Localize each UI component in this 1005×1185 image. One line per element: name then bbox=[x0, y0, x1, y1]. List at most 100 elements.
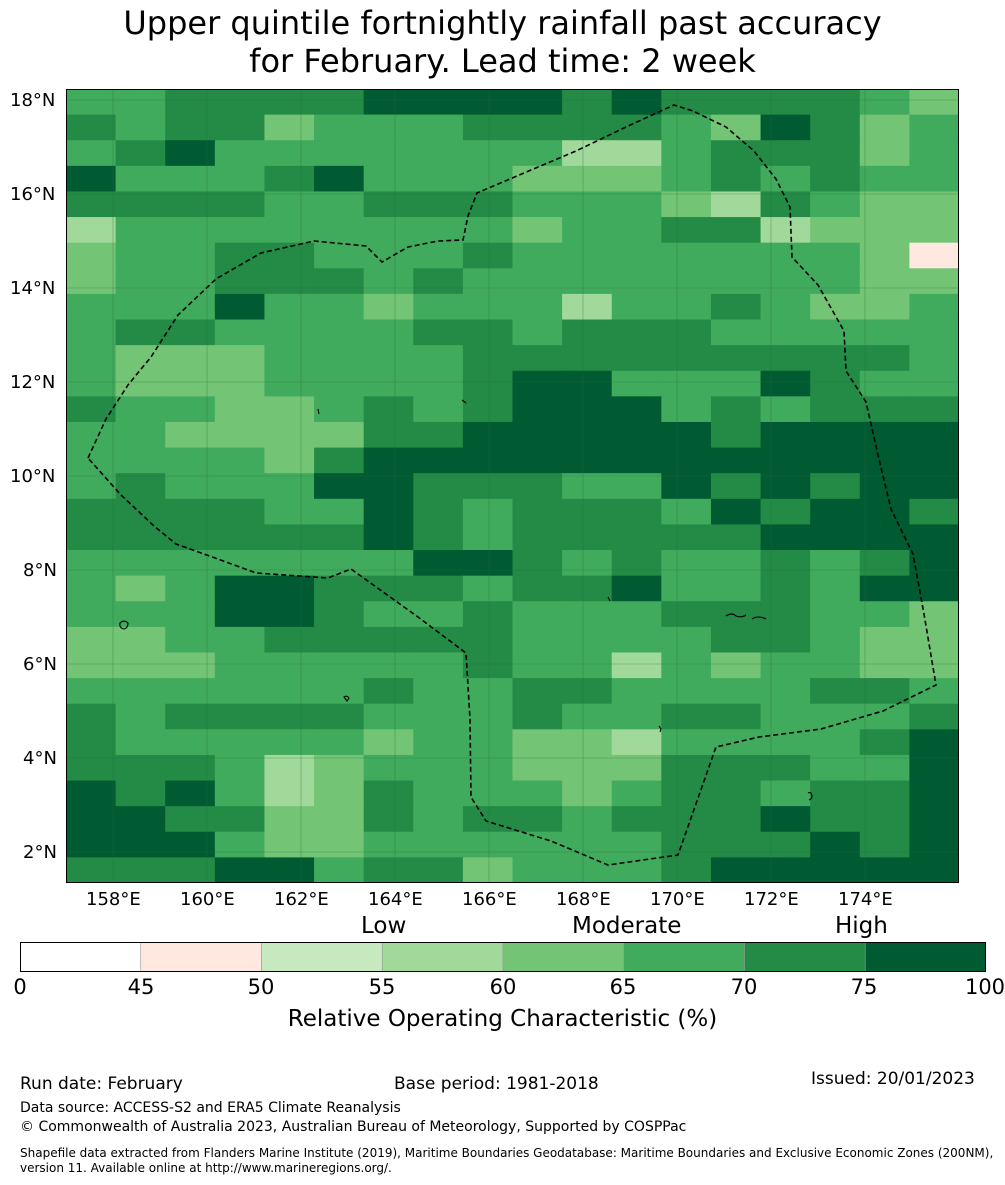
grid-cell bbox=[314, 370, 365, 397]
grid-cell bbox=[165, 319, 216, 346]
grid-cell bbox=[661, 780, 712, 807]
grid-cell bbox=[760, 345, 811, 372]
grid-cell bbox=[611, 447, 662, 474]
grid-cell bbox=[462, 293, 514, 321]
grid-cell bbox=[165, 857, 216, 883]
grid-cell bbox=[264, 524, 315, 551]
grid-cell bbox=[214, 652, 266, 679]
grid-cell bbox=[363, 396, 414, 423]
grid-cell bbox=[562, 345, 613, 372]
grid-cell bbox=[810, 652, 861, 679]
grid-cell bbox=[810, 217, 861, 244]
grid-cell bbox=[115, 780, 166, 807]
grid-cell bbox=[611, 370, 662, 397]
grid-cell bbox=[165, 806, 216, 833]
grid-cell bbox=[710, 601, 762, 628]
grid-cell bbox=[710, 550, 762, 577]
grid-cell bbox=[909, 678, 959, 705]
grid-cell bbox=[115, 754, 166, 782]
grid-cell bbox=[462, 89, 514, 116]
grid-cell bbox=[214, 780, 266, 807]
grid-cell bbox=[363, 370, 414, 397]
grid-cell bbox=[363, 550, 414, 577]
grid-cell bbox=[413, 575, 464, 602]
grid-cell bbox=[760, 268, 811, 295]
shapefile-credit: Shapefile data extracted from Flanders M… bbox=[20, 1146, 994, 1175]
grid-cell bbox=[413, 345, 464, 372]
grid-cell bbox=[314, 268, 365, 295]
chart-title-line-2: for February. Lead time: 2 week bbox=[249, 42, 756, 80]
grid-cell bbox=[611, 601, 662, 628]
grid-cell bbox=[413, 678, 464, 705]
grid-cell bbox=[314, 575, 365, 602]
grid-cell bbox=[214, 754, 266, 782]
grid-cell bbox=[115, 89, 166, 116]
grid-cell bbox=[512, 217, 563, 244]
grid-cell bbox=[462, 729, 514, 756]
grid-cell bbox=[512, 575, 563, 602]
grid-cell bbox=[760, 421, 811, 449]
grid-cell bbox=[661, 370, 712, 397]
grid-cell bbox=[214, 140, 266, 167]
grid-cell bbox=[115, 498, 166, 526]
grid-cell bbox=[562, 319, 613, 346]
grid-cell bbox=[810, 140, 861, 167]
grid-cell bbox=[462, 575, 514, 602]
grid-cell bbox=[165, 421, 216, 449]
grid-cell bbox=[859, 421, 910, 449]
grid-cell bbox=[810, 780, 861, 807]
grid-cell bbox=[661, 293, 712, 321]
grid-cell bbox=[859, 114, 910, 141]
grid-cell bbox=[512, 857, 563, 883]
grid-cell bbox=[661, 652, 712, 679]
grid-cell bbox=[462, 626, 514, 654]
grid-cell bbox=[314, 447, 365, 474]
colorbar-tick-100: 100 bbox=[964, 975, 1005, 999]
grid-cell bbox=[512, 191, 563, 218]
grid-cell bbox=[264, 652, 315, 679]
grid-cell bbox=[611, 242, 662, 269]
grid-cell bbox=[611, 473, 662, 500]
grid-cell bbox=[810, 268, 861, 295]
grid-cell bbox=[710, 524, 762, 551]
grid-cell bbox=[66, 524, 117, 551]
grid-cell bbox=[264, 601, 315, 628]
grid-cell bbox=[810, 524, 861, 551]
grid-cell bbox=[859, 754, 910, 782]
grid-cell bbox=[661, 421, 712, 449]
grid-cell bbox=[363, 626, 414, 654]
grid-cell bbox=[710, 421, 762, 449]
grid-cell bbox=[512, 345, 563, 372]
grid-cell bbox=[363, 729, 414, 756]
grid-cell bbox=[363, 89, 414, 116]
grid-cell bbox=[710, 652, 762, 679]
grid-cell bbox=[214, 550, 266, 577]
grid-cell bbox=[760, 652, 811, 679]
grid-cell bbox=[760, 217, 811, 244]
grid-cell bbox=[66, 217, 117, 244]
grid-cell bbox=[760, 319, 811, 346]
grid-cell bbox=[462, 678, 514, 705]
grid-cell bbox=[413, 191, 464, 218]
grid-cell bbox=[413, 498, 464, 526]
grid-cell bbox=[314, 806, 365, 833]
grid-cell bbox=[165, 370, 216, 397]
grid-cell bbox=[760, 780, 811, 807]
grid-cell bbox=[710, 345, 762, 372]
grid-cell bbox=[661, 447, 712, 474]
grid-cell bbox=[462, 345, 514, 372]
grid-cell bbox=[760, 857, 811, 883]
grid-cell bbox=[909, 780, 959, 807]
grid-cell bbox=[710, 268, 762, 295]
grid-cell bbox=[810, 191, 861, 218]
grid-cell bbox=[314, 729, 365, 756]
grid-cell bbox=[710, 242, 762, 269]
grid-cell bbox=[363, 754, 414, 782]
grid-cell bbox=[810, 89, 861, 116]
grid-cell bbox=[909, 217, 959, 244]
grid-cell bbox=[562, 268, 613, 295]
eez-boundary bbox=[87, 104, 937, 866]
grid-cell bbox=[710, 831, 762, 858]
grid-cell bbox=[710, 140, 762, 167]
grid-cell bbox=[264, 550, 315, 577]
